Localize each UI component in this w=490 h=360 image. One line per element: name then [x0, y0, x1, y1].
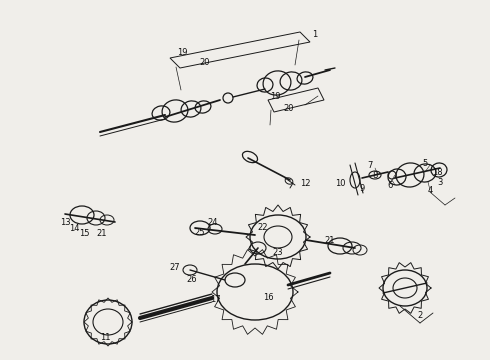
Text: 5: 5 — [422, 158, 428, 167]
Text: 2: 2 — [417, 310, 423, 320]
Text: 12: 12 — [300, 179, 310, 188]
Text: 6: 6 — [387, 180, 392, 189]
Text: 23: 23 — [273, 248, 283, 257]
Text: 19: 19 — [270, 91, 280, 100]
Text: 13: 13 — [60, 217, 70, 226]
Text: 1: 1 — [313, 30, 318, 39]
Text: 25: 25 — [195, 228, 205, 237]
Text: 8: 8 — [372, 171, 378, 180]
Text: 11: 11 — [100, 333, 110, 342]
Text: 10: 10 — [335, 179, 345, 188]
Text: 9: 9 — [359, 184, 365, 193]
Text: 7: 7 — [368, 161, 373, 170]
Text: 4: 4 — [427, 185, 433, 194]
Text: 20: 20 — [200, 58, 210, 67]
Text: 17: 17 — [210, 296, 220, 305]
Text: 19: 19 — [177, 48, 187, 57]
Text: 26: 26 — [187, 275, 197, 284]
Text: 18: 18 — [432, 167, 442, 176]
Text: 16: 16 — [263, 293, 273, 302]
Text: 15: 15 — [79, 229, 89, 238]
Text: 22: 22 — [258, 222, 268, 231]
Text: 27: 27 — [170, 264, 180, 273]
Text: 20: 20 — [284, 104, 294, 113]
Text: 3: 3 — [437, 177, 442, 186]
Text: 21: 21 — [325, 235, 335, 244]
Text: 21: 21 — [97, 229, 107, 238]
Text: 14: 14 — [69, 224, 79, 233]
Text: 24: 24 — [208, 217, 218, 226]
